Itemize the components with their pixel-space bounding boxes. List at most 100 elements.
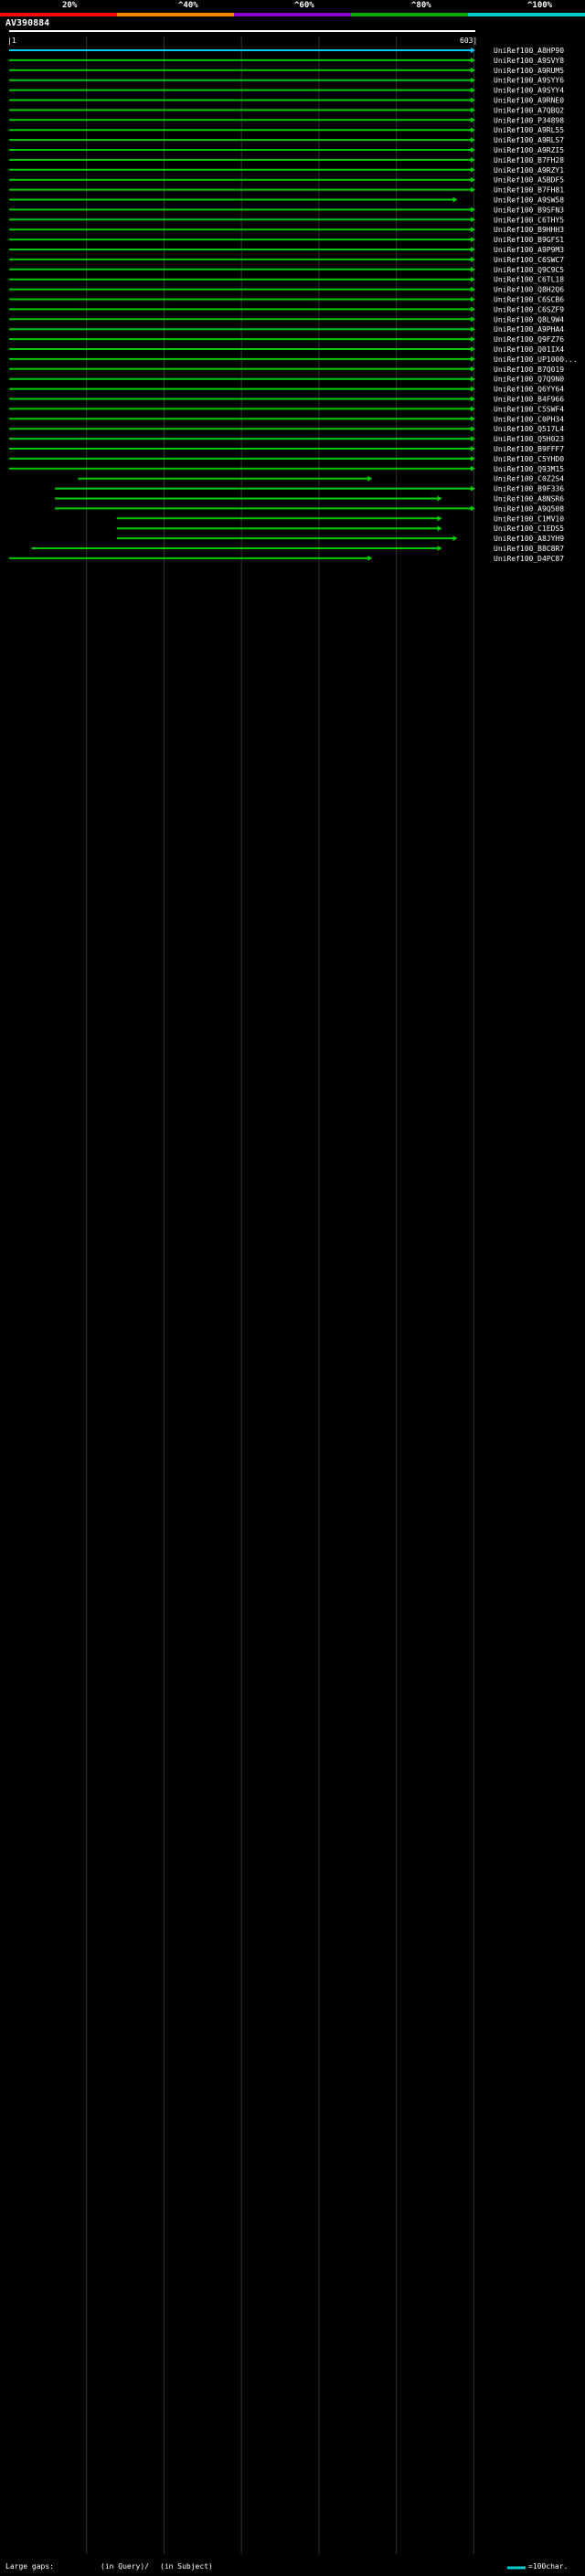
alignment-arrowhead — [471, 296, 475, 302]
hit-id-label[interactable]: UniRef100_C6THY5 — [494, 216, 564, 224]
alignment-arrowhead — [471, 67, 475, 73]
alignment-arrowhead — [471, 426, 475, 432]
alignment-arrowhead — [471, 455, 475, 461]
hit-id-label[interactable]: UniRef100_C0PH34 — [494, 415, 564, 423]
alignment-arrowhead — [471, 237, 475, 243]
alignment-arrowhead — [471, 217, 475, 223]
alignment-rows: UniRef100_A8HP90 UniRef100_A9SVY8 UniRef10… — [9, 47, 578, 563]
alignment-arrowhead — [471, 247, 475, 252]
hit-id-label[interactable]: UniRef100_A9SYY4 — [494, 87, 564, 95]
hit-id-label[interactable]: UniRef100_C6SZF9 — [494, 305, 564, 313]
alignment-arrowhead — [437, 515, 442, 522]
hit-id-label[interactable]: UniRef100_A9RUM5 — [494, 67, 564, 75]
scale-segment-0 — [0, 13, 117, 16]
legend-in-query-label: (in Query)/ — [101, 2562, 149, 2571]
legend-gaps-label: Large gaps: — [5, 2562, 54, 2571]
hit-id-label[interactable]: UniRef100_Q6YY64 — [494, 386, 564, 394]
hit-id-label[interactable]: UniRef100_B9SFN3 — [494, 206, 564, 214]
axis-start-label: |1 — [7, 37, 16, 45]
identity-scale-bar — [0, 13, 585, 16]
alignment-arrowhead — [471, 316, 475, 323]
alignment-arrowhead — [437, 495, 442, 502]
hit-id-label[interactable]: UniRef100_B7FH81 — [494, 186, 564, 195]
alignment-arrowhead — [471, 376, 475, 382]
alignment-arrowhead — [471, 137, 475, 143]
hit-id-label[interactable]: UniRef100_A9SVY8 — [494, 57, 564, 65]
hit-id-label[interactable]: UniRef100_Q5H023 — [494, 435, 564, 443]
hit-id-label[interactable]: UniRef100_Q7Q9N0 — [494, 376, 564, 384]
alignment-arrowhead — [471, 107, 475, 113]
alignment-arrowhead — [471, 366, 475, 372]
hit-id-label[interactable]: UniRef100_C6TL18 — [494, 276, 564, 284]
hit-id-label[interactable]: UniRef100_A9SW58 — [494, 196, 564, 205]
scale-label-100: ^100% — [527, 1, 553, 10]
alignment-arrowhead — [452, 535, 458, 542]
hit-id-label[interactable]: UniRef100_Q9FZ76 — [494, 335, 564, 344]
hit-id-label[interactable]: UniRef100_C1MV10 — [494, 514, 564, 523]
alignment-arrowhead — [367, 555, 373, 561]
hit-id-label[interactable]: UniRef100_A8JYH9 — [494, 535, 564, 543]
hit-id-label[interactable]: UniRef100_C5SWF4 — [494, 405, 564, 413]
hit-id-label[interactable]: UniRef100_C1EDS5 — [494, 525, 564, 533]
legend-scale-label: =100char. — [528, 2562, 569, 2571]
hit-id-label[interactable]: UniRef100_A7QBQ2 — [494, 106, 564, 114]
hit-id-label[interactable]: UniRef100_C6SWC7 — [494, 256, 564, 264]
hit-id-label[interactable]: UniRef100_B9GFS1 — [494, 236, 564, 244]
hit-id-label[interactable]: UniRef100_Q9C9C5 — [494, 266, 564, 274]
hit-id-label[interactable]: UniRef100_Q8L9W4 — [494, 315, 564, 323]
legend-in-subject-label: (in Subject) — [160, 2562, 213, 2571]
hit-id-label[interactable]: UniRef100_D4PC87 — [494, 555, 564, 563]
alignment-arrowhead — [471, 77, 475, 83]
alignment-arrowhead — [471, 396, 475, 402]
scale-segment-1 — [117, 13, 234, 16]
alignment-arrowhead — [471, 156, 475, 163]
scale-label-60: ^60% — [294, 1, 314, 10]
hit-id-label[interactable]: UniRef100_B7FH28 — [494, 156, 564, 164]
hit-id-label[interactable]: UniRef100_B9F336 — [494, 485, 564, 493]
hit-id-label[interactable]: UniRef100_A9RZY1 — [494, 166, 564, 175]
hit-id-label[interactable]: UniRef100_Q93M15 — [494, 465, 564, 473]
hit-id-label[interactable]: UniRef100_C0Z2S4 — [494, 475, 564, 483]
hit-id-label[interactable]: UniRef100_A9PHA4 — [494, 325, 564, 334]
hit-id-label[interactable]: UniRef100_Q01IX4 — [494, 345, 564, 354]
hit-id-label[interactable]: UniRef100_B7Q019 — [494, 366, 564, 374]
hit-id-label[interactable]: UniRef100_A9Q508 — [494, 504, 564, 513]
hit-id-label[interactable]: UniRef100_A9RLS7 — [494, 136, 564, 144]
alignment-arrowhead — [471, 465, 475, 472]
hit-id-label[interactable]: UniRef100_B4F966 — [494, 396, 564, 404]
alignment-arrowhead — [471, 87, 475, 93]
hit-id-label[interactable]: UniRef100_A9RL55 — [494, 126, 564, 134]
hit-id-label[interactable]: UniRef100_A5BDF5 — [494, 176, 564, 185]
hit-id-label[interactable]: UniRef100_A9SYY6 — [494, 77, 564, 85]
alignment-arrowhead — [471, 266, 475, 272]
hit-id-label[interactable]: UniRef100_C5YHD0 — [494, 455, 564, 463]
hit-id-label[interactable]: UniRef100_B9HHH3 — [494, 226, 564, 234]
alignment-arrowhead — [471, 227, 475, 233]
hit-id-label[interactable]: UniRef100_Q517L4 — [494, 425, 564, 433]
hit-id-label[interactable]: UniRef100_P34898 — [494, 116, 564, 124]
axis-end-label: 603| — [460, 37, 477, 45]
alignment-arrowhead — [471, 346, 475, 352]
hit-id-label[interactable]: UniRef100_A8NSR6 — [494, 495, 564, 504]
hit-id-label[interactable]: UniRef100_B9FFF7 — [494, 445, 564, 453]
alignment-arrowhead — [437, 546, 442, 551]
hit-id-label[interactable]: UniRef100_C6SCB6 — [494, 296, 564, 304]
alignment-arrowhead — [471, 147, 475, 153]
alignment-arrowhead — [471, 286, 475, 292]
hit-id-label[interactable]: UniRef100_UP1000... — [494, 355, 578, 364]
alignment-arrowhead — [471, 127, 475, 133]
alignment-arrowhead — [452, 196, 458, 203]
alignment-arrowhead — [471, 355, 475, 362]
alignment-arrowhead — [471, 186, 475, 193]
alignment-arrowhead — [471, 386, 475, 392]
alignment-arrowhead — [471, 176, 475, 183]
hit-id-label[interactable]: UniRef100_A8HP90 — [494, 47, 564, 55]
hit-id-label[interactable]: UniRef100_A9RZI5 — [494, 146, 564, 154]
hit-id-label[interactable]: UniRef100_A9P9M3 — [494, 246, 564, 254]
hit-id-label[interactable]: UniRef100_B8C8R7 — [494, 545, 564, 553]
alignment-arrowhead — [471, 207, 475, 213]
hit-id-label[interactable]: UniRef100_A9RNE0 — [494, 97, 564, 105]
hit-id-label[interactable]: UniRef100_Q8H2Q6 — [494, 286, 564, 294]
alignment-arrowhead — [471, 117, 475, 123]
